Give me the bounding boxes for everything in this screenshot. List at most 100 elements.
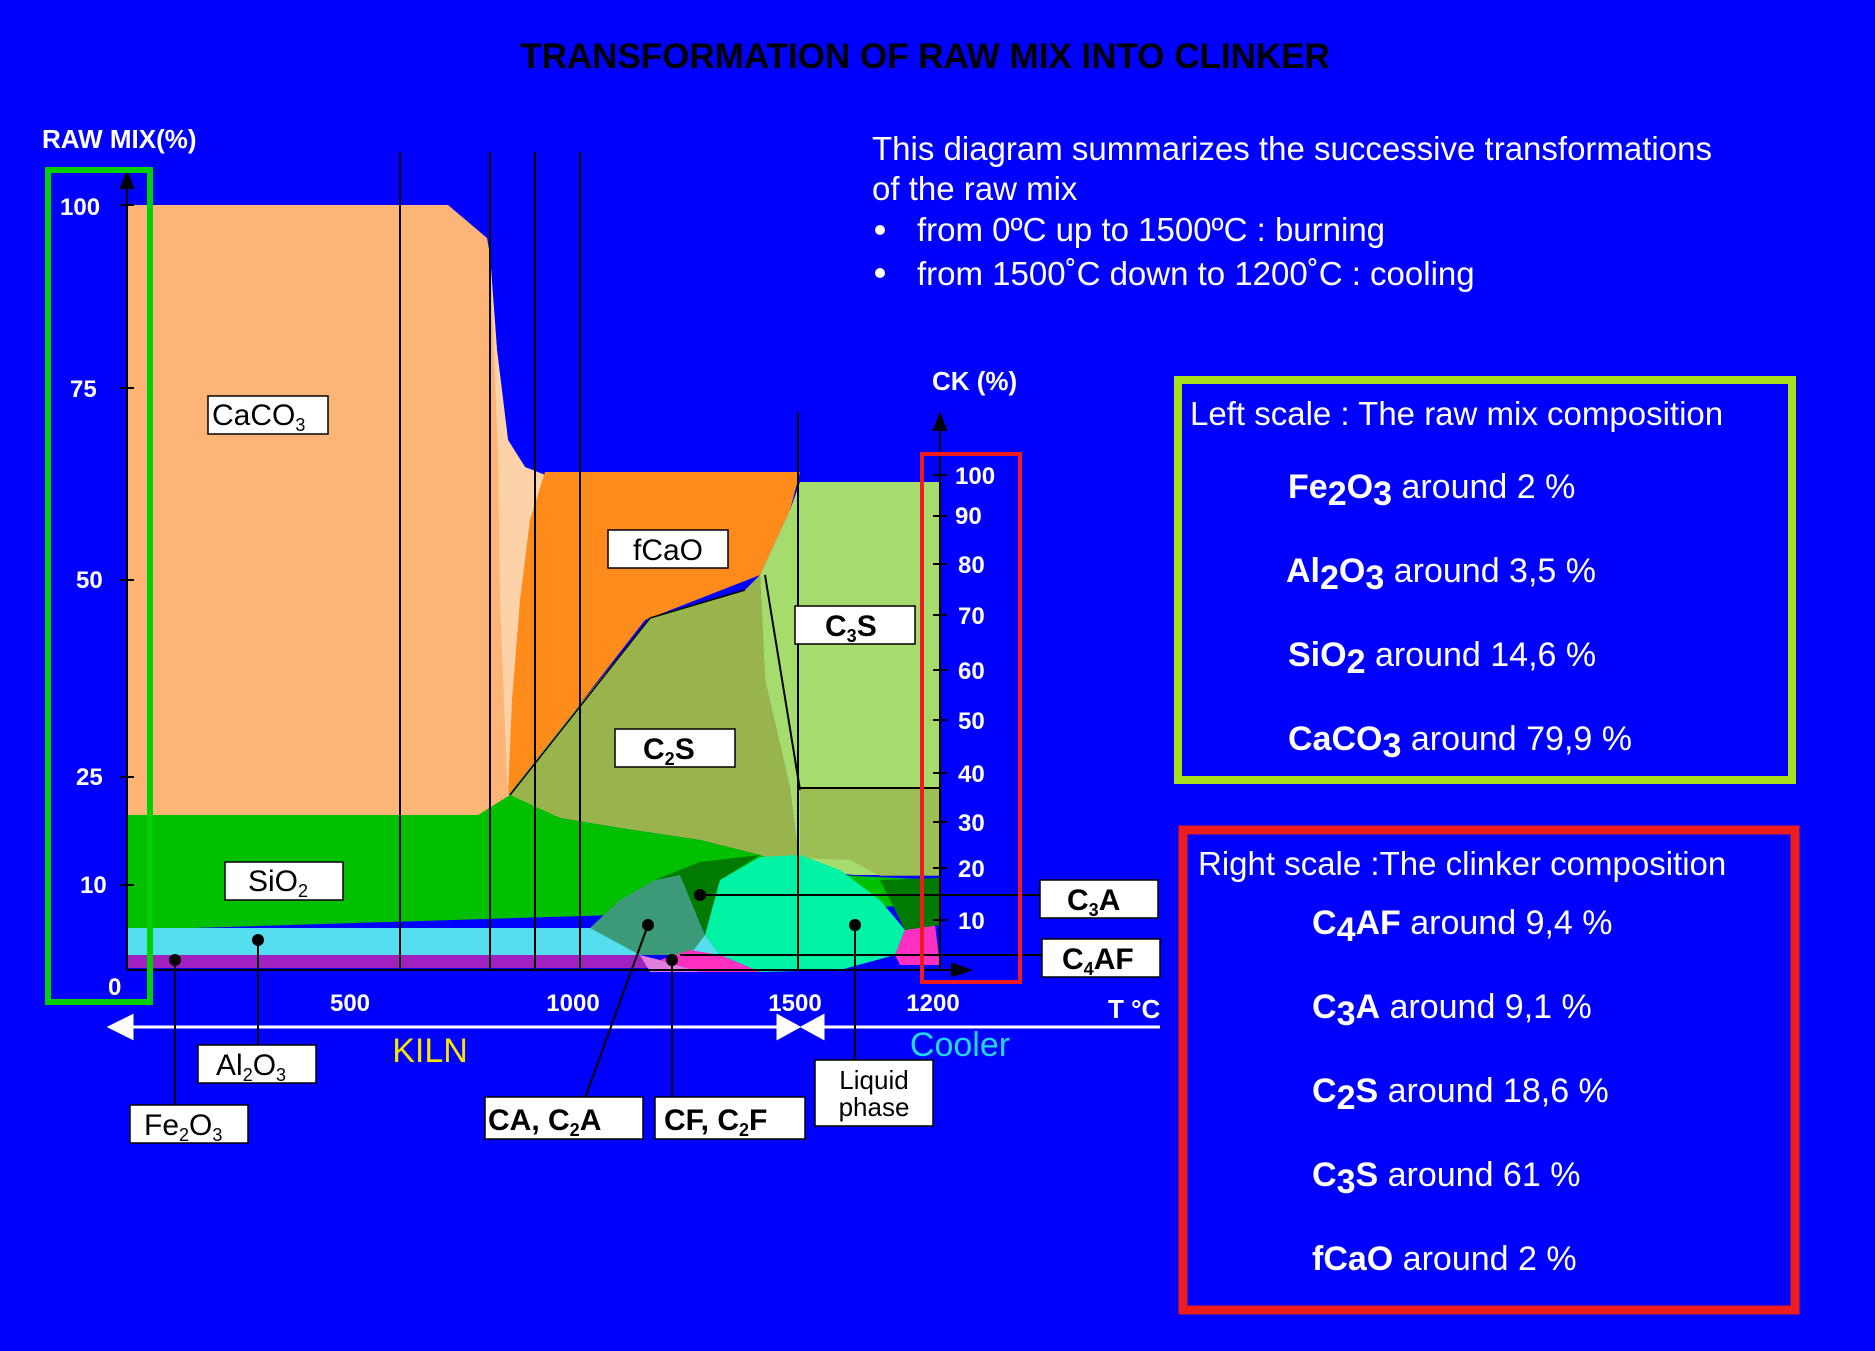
caco3-label-box [207, 395, 329, 435]
left-tick-label: 100 [60, 194, 100, 221]
c4af-callout-box [1041, 938, 1161, 978]
al2o3-callout-box [197, 1044, 317, 1084]
right-tick-label: 80 [958, 552, 985, 579]
left-axis-label: RAW MIX(%) [42, 124, 197, 154]
c3a-strip-right [880, 878, 940, 930]
right-tick-label: 90 [955, 503, 982, 530]
right-tick-label: 70 [958, 603, 985, 630]
right-tick-label: 30 [958, 810, 985, 837]
left-item-caco3: CaCO3 around 79,9 % [1288, 720, 1632, 765]
c2s-label-box [614, 728, 736, 768]
right-scale-frame [920, 452, 1022, 984]
right-scale-box-title: Right scale :The clinker composition [1198, 845, 1726, 882]
right-axis-arrow [932, 411, 948, 431]
right-tick-label: 40 [958, 761, 985, 788]
cooler-label: Cooler [910, 1026, 1010, 1064]
x-axis-arrow [951, 962, 974, 978]
right-scale-box-border [1178, 825, 1800, 1315]
right-item-c3a: C3A around 9,1 % [1312, 988, 1592, 1033]
liquid-phase-callout-box [814, 1059, 934, 1127]
description-line1: This diagram summarizes the successive t… [872, 130, 1712, 167]
ca-c2a-callout-label: CA, C2A [488, 1104, 601, 1140]
kiln-arrow-left [106, 1013, 134, 1041]
right-tick-label: 60 [958, 658, 985, 685]
x-axis-label: T °C [1108, 994, 1161, 1024]
left-scale-frame [45, 167, 153, 1005]
c3s-lower-region [800, 788, 940, 876]
diagram-title: TRANSFORMATION OF RAW MIX INTO CLINKER [520, 37, 1330, 76]
left-tick-label: 50 [76, 567, 103, 594]
right-tick-label: 20 [958, 856, 985, 883]
left-tick-labels: 100 75 50 25 10 0 [60, 194, 121, 1001]
cf-c2f-callout-label: CF, C2F [664, 1104, 767, 1140]
description: This diagram summarizes the successive t… [872, 130, 1712, 292]
fcao-label-box [607, 529, 729, 569]
left-scale-box-title: Left scale : The raw mix composition [1190, 395, 1723, 432]
caco3-transition-region [490, 255, 553, 805]
sio2-label: SiO2 [248, 865, 308, 901]
caco3-region [127, 205, 545, 815]
left-axis-arrow [119, 169, 135, 189]
right-ticks [933, 474, 947, 921]
ca-c2a-callout-box [484, 1096, 644, 1140]
fe2o3-callout-label: Fe2O3 [144, 1109, 222, 1145]
zone-arrows [106, 1013, 1160, 1041]
x-tick-labels: 500 1000 1500 1200 [330, 990, 960, 1017]
c2s-upper-border-2 [649, 589, 746, 619]
description-bullet2: from 1500˚C down to 1200˚C : cooling [917, 255, 1475, 292]
liquid-phase-label-line2: phase [839, 1092, 910, 1122]
right-tick-label: 100 [955, 463, 995, 490]
al2o3-callout-label: Al2O3 [216, 1049, 286, 1085]
kiln-label: KILN [392, 1032, 468, 1070]
right-scale-box: Right scale :The clinker composition C4A… [1178, 825, 1800, 1315]
left-item-al2o3: Al2O3 around 3,5 % [1286, 552, 1596, 597]
left-item-fe2o3: Fe2O3 around 2 % [1288, 468, 1575, 513]
right-item-c3s: C3S around 61 % [1312, 1156, 1580, 1201]
left-tick-label: 75 [70, 376, 97, 403]
left-item-sio2: SiO2 around 14,6 % [1288, 636, 1596, 681]
fe2o3-callout-box [129, 1104, 249, 1144]
x-tick-label: 1500 [768, 990, 821, 1017]
right-axis-label: CK (%) [932, 366, 1017, 396]
x-tick-label: 500 [330, 990, 370, 1017]
liquid-phase-label-line1: Liquid [839, 1065, 908, 1095]
bullet-dot [875, 225, 885, 235]
bullet-dot [875, 268, 885, 278]
caco3-label: CaCO3 [212, 399, 305, 435]
stage-line-c3s [764, 574, 801, 791]
left-tick-label: 0 [108, 974, 121, 1001]
left-scale-box: Left scale : The raw mix composition Fe2… [1174, 376, 1796, 784]
right-tick-label: 10 [958, 908, 985, 935]
left-scale-box-border [1174, 376, 1796, 784]
description-bullet1: from 0ºC up to 1500ºC : burning [917, 211, 1385, 248]
right-tick-label: 50 [958, 708, 985, 735]
fcao-label: fCaO [633, 534, 703, 567]
c3s-region [760, 482, 940, 875]
c3a-callout-label: C3A [1067, 884, 1120, 920]
c3s-label: C3S [825, 610, 877, 646]
kiln-arrow-right [776, 1013, 802, 1041]
callout-labels: C3A C4AF Al2O3 Fe2O3 CA, C2A CF, C2F Liq… [129, 879, 1161, 1145]
c3a-callout-box [1039, 879, 1159, 919]
c2s-upper-border [509, 617, 651, 796]
fe2o3-band [127, 955, 660, 968]
c2s-label: C2S [643, 733, 695, 769]
c3s-label-box [794, 605, 916, 645]
sio2-label-box [224, 861, 344, 901]
cf-c2f-callout-box [654, 1096, 806, 1140]
c4af-callout-label: C4AF [1062, 943, 1134, 979]
right-item-fcao: fCaO around 2 % [1312, 1240, 1577, 1278]
ca-c2a-region [590, 875, 705, 955]
description-line2: of the raw mix [872, 170, 1078, 207]
callouts [169, 889, 1042, 1108]
left-tick-label: 10 [80, 872, 107, 899]
axes [119, 169, 974, 978]
al2o3-band [127, 928, 720, 955]
left-tick-label: 25 [76, 764, 103, 791]
stage-lines [399, 152, 940, 970]
right-item-c4af: C4AF around 9,4 % [1312, 904, 1613, 949]
region-labels: CaCO3 fCaO C3S C2S SiO2 [207, 395, 916, 901]
chart-regions [127, 205, 940, 972]
x-tick-label: 1200 [906, 990, 959, 1017]
